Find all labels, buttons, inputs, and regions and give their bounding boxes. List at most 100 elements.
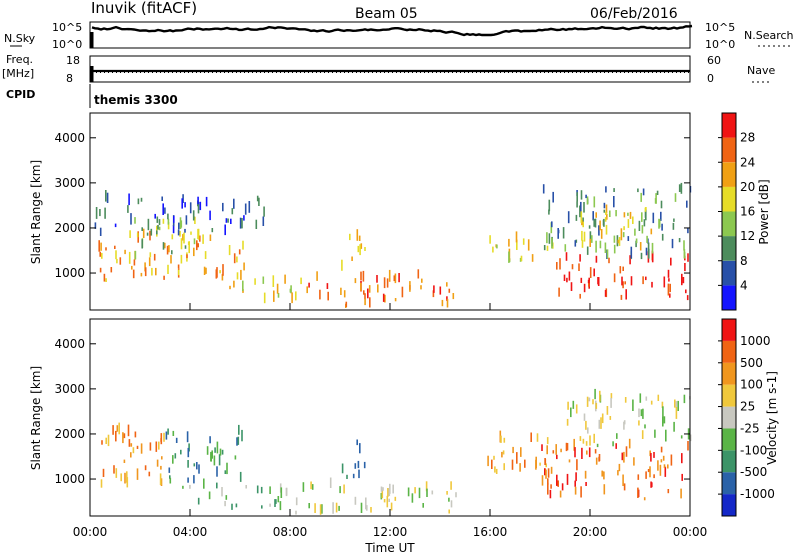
range-gate-cell [241, 429, 243, 442]
range-gate-cell [127, 205, 129, 213]
range-gate-cell [605, 211, 607, 215]
range-gate-cell [354, 463, 357, 469]
range-gate-cell [216, 482, 218, 489]
range-gate-cell [685, 289, 687, 294]
range-gate-cell [94, 222, 97, 229]
range-gate-cell [613, 273, 616, 283]
range-gate-cell [280, 487, 283, 498]
range-gate-cell [670, 454, 673, 466]
range-gate-cell [586, 396, 589, 407]
range-gate-cell [579, 436, 582, 441]
range-gate-cell [130, 213, 132, 225]
range-gate-cell [552, 450, 555, 454]
range-gate-cell [548, 209, 550, 215]
range-gate-cell [683, 394, 686, 404]
range-gate-cell [624, 397, 627, 403]
range-gate-cell [546, 232, 548, 244]
range-gate-cell [224, 470, 227, 474]
range-gate-cell [661, 401, 664, 408]
range-gate-cell [587, 427, 589, 434]
range-gate-cell [579, 254, 581, 262]
range-gate-cell [98, 240, 100, 252]
range-gate-cell [182, 194, 184, 203]
range-gate-cell [638, 420, 640, 426]
range-gate-cell [563, 274, 566, 281]
range-gate-cell [503, 437, 506, 443]
range-gate-cell [363, 461, 366, 469]
range-gate-cell [648, 248, 650, 259]
range-gate-cell [133, 259, 136, 266]
range-gate-cell [172, 225, 175, 234]
range-gate-cell [623, 226, 625, 231]
range-gate-cell [187, 460, 189, 468]
colorbar-frame [721, 318, 737, 517]
range-gate-cell [595, 212, 597, 218]
range-gate-cell [618, 463, 621, 472]
range-gate-cell [585, 441, 588, 446]
range-gate-cell [500, 435, 502, 443]
x-tick-label: 00:00 [673, 525, 708, 539]
range-gate-cell [243, 215, 245, 221]
freq-tick-bottom: 8 [66, 72, 73, 85]
range-gate-cell [168, 245, 170, 253]
range-gate-cell [128, 251, 131, 264]
range-gate-cell [571, 264, 574, 270]
range-gate-cell [658, 218, 660, 229]
range-gate-cell [162, 203, 164, 215]
range-gate-cell [388, 488, 391, 497]
range-gate-cell [120, 473, 122, 482]
colorbar-tick-label: -1000 [740, 487, 775, 501]
range-gate-cell [621, 276, 623, 286]
range-gate-cell [273, 290, 275, 302]
range-gate-cell [651, 281, 653, 288]
range-gate-cell [216, 441, 219, 454]
y-tick-label: 1000 [54, 472, 85, 486]
range-gate-cell [600, 417, 602, 429]
range-gate-cell [560, 448, 562, 453]
range-gate-cell [104, 207, 106, 219]
colorbar-band [722, 406, 736, 429]
y-tick-label: 3000 [54, 382, 85, 396]
range-gate-cell [548, 233, 551, 244]
range-gate-cell [495, 468, 498, 474]
range-gate-cell [354, 278, 357, 284]
range-gate-cell [177, 229, 180, 236]
range-gate-cell [601, 413, 604, 424]
range-gate-cell [162, 242, 165, 250]
range-gate-cell [588, 225, 591, 229]
power-panel: 1000 2000 3000 4000 Slant Range [km] 4 8 12 16… [29, 112, 771, 311]
range-gate-cell [558, 287, 560, 297]
range-gate-cell [669, 283, 671, 293]
x-tick-label: 00:00 [73, 525, 108, 539]
range-gate-cell [546, 245, 549, 251]
range-gate-cell [417, 269, 420, 279]
range-gate-cell [588, 397, 591, 402]
range-gate-cell [407, 487, 410, 497]
range-gate-cell [669, 293, 671, 298]
range-gate-cell [647, 242, 650, 253]
range-gate-cell [663, 416, 666, 424]
range-gate-cell [608, 257, 610, 264]
range-gate-cell [149, 230, 151, 241]
range-gate-cell [101, 252, 103, 259]
range-gate-cell [221, 449, 224, 455]
range-gate-cell [622, 474, 624, 486]
range-gate-cell [618, 237, 621, 246]
range-gate-cell [605, 204, 608, 214]
range-gate-cell [519, 257, 522, 262]
range-gate-cell [550, 222, 553, 234]
range-gate-cell [448, 288, 451, 293]
range-gate-cell [448, 509, 450, 514]
range-gate-cell [566, 418, 569, 426]
range-gate-cell [184, 228, 186, 233]
range-gate-cell [319, 504, 322, 515]
range-gate-cell [550, 466, 553, 474]
range-gate-cell [208, 491, 211, 500]
range-gate-cell [218, 454, 221, 466]
range-gate-cell [124, 472, 126, 484]
range-gate-cell [632, 399, 634, 411]
range-gate-cell [592, 211, 594, 221]
range-gate-cell [578, 263, 580, 271]
range-gate-cell [186, 254, 188, 259]
